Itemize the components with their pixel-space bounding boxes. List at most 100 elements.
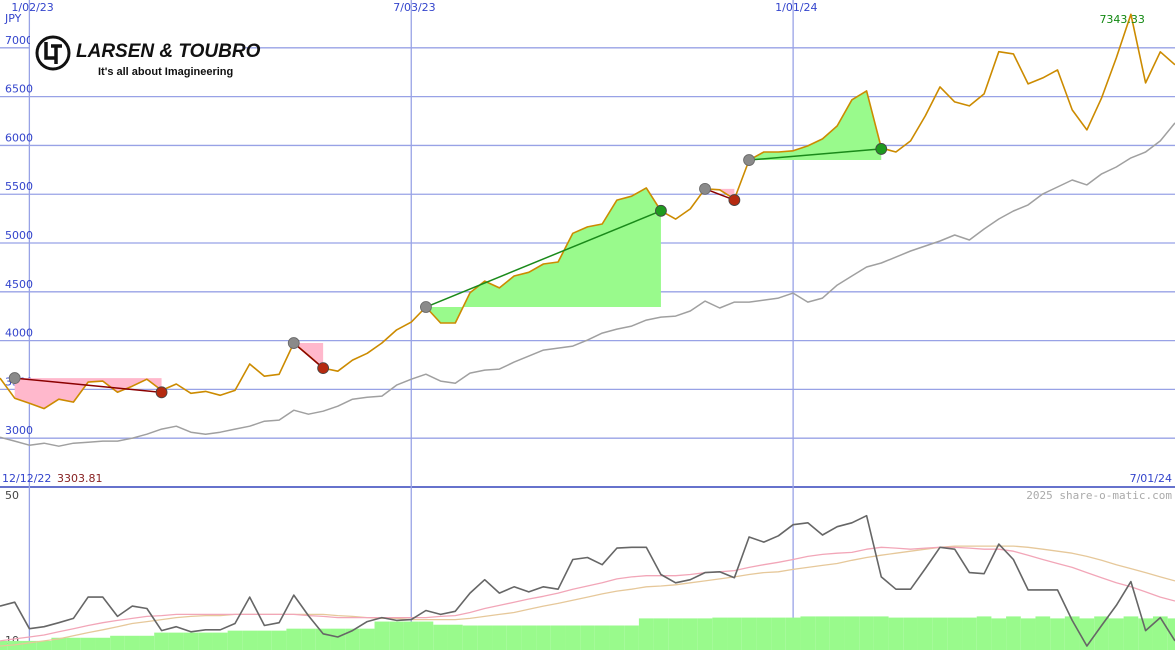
volume-bar (697, 618, 713, 650)
volume-bar (271, 630, 287, 650)
series-line (0, 545, 1175, 647)
series-line (0, 546, 1175, 642)
entry-marker (8, 372, 21, 384)
y-tick-label: 5500 (5, 180, 33, 193)
volume-bar (917, 617, 933, 650)
volume-bar (962, 617, 977, 650)
volume-bar (124, 635, 140, 650)
volume-bar (95, 637, 111, 650)
volume-bar (66, 637, 81, 650)
volume-bar (932, 617, 948, 650)
volume-bar (1123, 616, 1139, 650)
trade-fill (705, 188, 735, 200)
volume-bar (712, 617, 728, 650)
volume-bar (110, 635, 125, 650)
volume-bar (1035, 616, 1051, 650)
y-tick-label: 6000 (5, 131, 33, 144)
volume-bar (286, 628, 302, 650)
volume-bar (257, 630, 272, 650)
volume-bar (727, 617, 742, 650)
volume-bar (873, 616, 889, 650)
end-date-label: 7/01/24 (1130, 472, 1172, 485)
volume-bar (51, 637, 67, 650)
volume-bar (477, 625, 493, 650)
volume-bar (609, 625, 625, 650)
exit-marker (155, 386, 168, 399)
volume-bar (22, 640, 37, 650)
unit-label: JPY (4, 12, 22, 25)
start-date-label: 12/12/22 (2, 472, 51, 485)
exit-marker (875, 143, 888, 155)
volume-bar (638, 618, 654, 650)
volume-bar (594, 625, 610, 650)
entry-marker (287, 337, 300, 349)
volume-bar (903, 617, 918, 650)
volume-bar (374, 621, 390, 650)
exit-marker (728, 194, 741, 206)
volume-bar (80, 637, 96, 650)
volume-bar (800, 616, 816, 650)
trade-fill (425, 187, 661, 324)
volume-bar (682, 618, 698, 650)
x-tick-label: 1/01/24 (775, 1, 817, 14)
volume-bar (1094, 616, 1109, 650)
series-line (0, 122, 1175, 447)
volume-bar (462, 625, 478, 650)
volume-bar (212, 632, 228, 650)
volume-bar (991, 618, 1007, 650)
volume-bar (389, 621, 404, 650)
volume-bar (183, 632, 199, 650)
trade-line (748, 148, 882, 161)
y-tick-label: 3000 (5, 424, 33, 437)
volume-bar (359, 628, 375, 650)
trade-line (14, 377, 162, 394)
volume-bar (668, 618, 683, 650)
logo-ring (35, 35, 71, 71)
volume-bar (550, 625, 566, 650)
volume-bar (1050, 618, 1065, 650)
volume-bar (829, 616, 845, 650)
exit-marker (317, 362, 330, 375)
logo-icon (35, 35, 71, 71)
y-tick-label: 50 (5, 489, 19, 502)
overlay-layer: LARSEN & TOUBRO It's all about Imagineer… (30, 30, 1172, 502)
volume-bar (844, 616, 860, 650)
volume-bar (315, 628, 331, 650)
volume-bar (242, 630, 258, 650)
y-tick-label: 6500 (5, 83, 33, 96)
y-tick-label: 7000 (5, 34, 33, 47)
entry-marker (699, 182, 711, 195)
volume-bar (447, 624, 463, 650)
volume-bar (301, 628, 316, 650)
volume-bar (815, 616, 830, 650)
logo-backdrop (30, 30, 242, 82)
volume-bar (565, 625, 581, 650)
volume-bar (580, 625, 595, 650)
series-line (0, 514, 1175, 647)
volume-bar (330, 628, 346, 650)
trade-fill (293, 343, 324, 369)
volume-bar (139, 635, 155, 650)
volume-bar (403, 621, 419, 650)
volume-bar (506, 625, 522, 650)
volume-bar (1006, 616, 1021, 650)
entry-marker (420, 301, 432, 313)
volume-bar (433, 624, 448, 650)
exit-marker (655, 204, 667, 217)
logo-tagline: It's all about Imagineering (98, 66, 233, 78)
y-tick-label: 4500 (5, 278, 33, 291)
logo-mark (44, 42, 62, 64)
volume-bar (1020, 618, 1036, 650)
volume-bar (521, 625, 537, 650)
x-tick-label: 7/03/23 (393, 1, 435, 14)
volume-bar (227, 630, 243, 650)
volume-bar (653, 618, 669, 650)
volume-bar (756, 617, 772, 650)
trade-line (425, 210, 662, 308)
y-tick-label: 5000 (5, 229, 33, 242)
watermark: 2025 share-o-matic.com (1026, 489, 1172, 502)
trade-line (293, 342, 324, 369)
volume-bar (36, 640, 52, 650)
volume-bar (1138, 618, 1153, 650)
